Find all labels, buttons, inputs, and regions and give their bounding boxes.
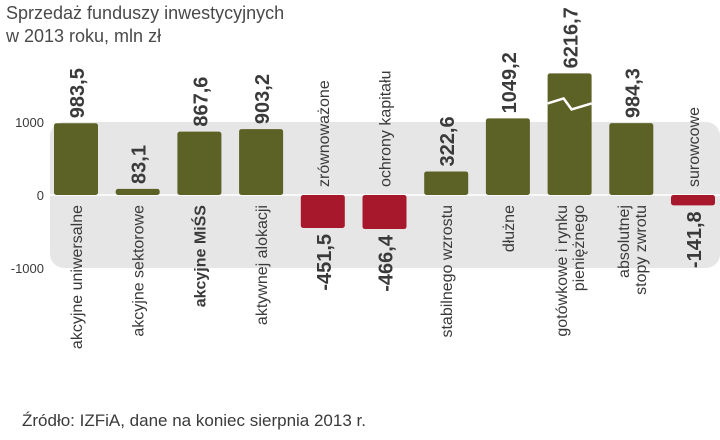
category-label: akcyjne MiŚS: [190, 205, 209, 308]
bar: [239, 129, 284, 195]
data-label: -466,4: [376, 234, 398, 292]
category-label: zrównoważone: [316, 80, 333, 187]
category-label: pieniężnego: [571, 205, 588, 291]
category-label: stabilnego wzrostu: [439, 205, 456, 338]
bar: [362, 195, 407, 230]
data-label: 322,6: [437, 116, 459, 166]
data-label: -451,5: [314, 234, 336, 291]
bar: [547, 73, 592, 195]
data-label: 984,3: [622, 68, 644, 118]
data-label: 1049,2: [499, 52, 521, 113]
bar: [424, 171, 469, 195]
data-label: 6216,7: [561, 7, 583, 68]
category-label: ochrony kapitału: [378, 70, 395, 187]
source-note: Źródło: IZFiA, dane na koniec sierpnia 2…: [22, 411, 366, 430]
axis-break-mark: [547, 96, 592, 111]
category-label: gotówkowe i rynku: [554, 205, 571, 337]
category-label: aktywnej alokacji: [254, 205, 271, 325]
data-label: 83,1: [129, 145, 151, 184]
chart-title-line-1: Sprzedaż funduszy inwestycyjnych: [6, 3, 285, 23]
bar: [671, 195, 715, 206]
category-label: akcyjne uniwersalne: [69, 205, 86, 349]
bar: [609, 123, 654, 195]
bar: [115, 188, 160, 195]
data-label: 983,5: [67, 68, 89, 118]
y-tick-label: 1000: [15, 115, 44, 130]
data-label: 867,6: [190, 77, 212, 127]
data-label: -141,8: [684, 211, 706, 268]
bar: [485, 118, 530, 195]
category-label: absolutnej: [616, 205, 633, 278]
bar: [300, 195, 345, 228]
data-label: 903,2: [252, 74, 274, 124]
chart-title-line-2: w 2013 roku, mln zł: [6, 26, 162, 46]
bar: [54, 123, 98, 195]
category-label: stopy zwrotu: [633, 205, 650, 295]
category-label: surowcowe: [686, 107, 703, 187]
bar: [177, 131, 222, 195]
category-label: dłużne: [501, 205, 518, 252]
chart-title: Sprzedaż funduszy inwestycyjnych w 2013 …: [6, 2, 426, 48]
category-label: akcyjne sektorowe: [131, 205, 148, 337]
y-tick-label: -1000: [11, 261, 44, 276]
y-tick-label: 0: [37, 188, 44, 203]
